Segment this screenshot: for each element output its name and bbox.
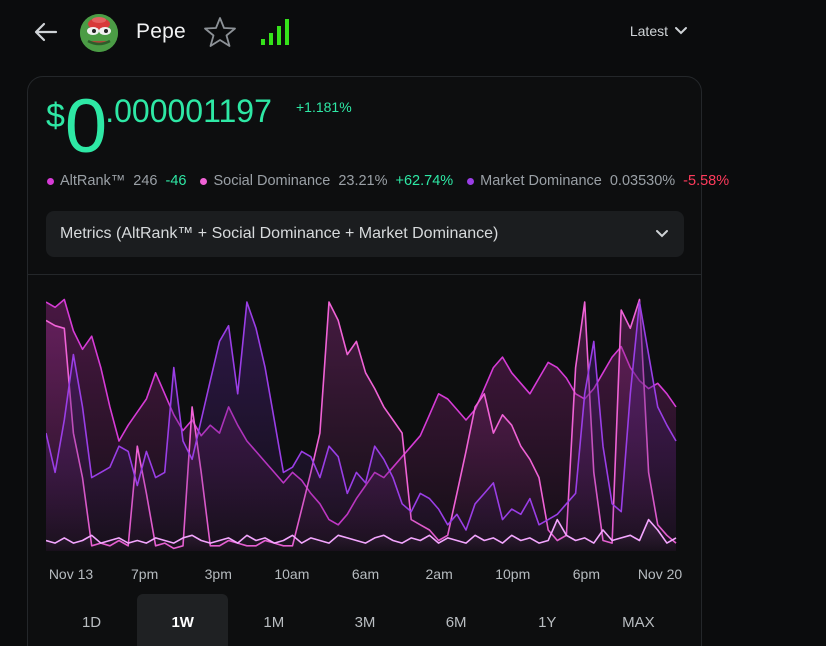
metric-change: -46 — [165, 173, 187, 189]
star-icon[interactable] — [202, 15, 238, 49]
metric-altrank: AltRank™ 246 -46 — [47, 173, 186, 189]
metric-label: Market Dominance — [480, 173, 602, 189]
metric-value: 0.03530% — [609, 173, 676, 189]
pepe-logo — [80, 14, 118, 52]
range-tab-3m[interactable]: 3M — [354, 613, 376, 631]
price-display: $ 0 .000001197 — [46, 89, 272, 165]
metrics-dropdown[interactable]: Metrics (AltRank™ + Social Dominance + M… — [46, 211, 684, 257]
series-line-market-dominance — [46, 301, 677, 531]
divider — [28, 274, 701, 275]
metrics-chart — [46, 298, 677, 551]
range-tab-max[interactable]: MAX — [622, 613, 655, 631]
price-integer: 0 — [64, 84, 107, 169]
signal-bars-icon — [259, 17, 289, 47]
x-tick-label: 7pm — [131, 566, 159, 582]
metric-value: 23.21% — [338, 173, 388, 189]
x-axis-labels: Nov 13 7pm 3pm 10am 6am 2am 10pm 6pm Nov 20 — [28, 566, 701, 586]
range-tab-6m[interactable]: 6M — [445, 613, 467, 631]
x-tick-label: 3pm — [204, 566, 232, 582]
time-range-select[interactable]: Latest — [630, 23, 688, 39]
series-line-extra — [46, 518, 677, 544]
series-area-extra — [46, 519, 676, 551]
series-area-social-dominance — [46, 299, 676, 551]
metric-market-dominance: Market Dominance 0.03530% -5.58% — [467, 173, 729, 189]
chevron-down-icon — [675, 27, 687, 35]
metric-value: 246 — [133, 173, 158, 189]
back-arrow-icon[interactable] — [30, 18, 60, 46]
metric-change: +62.74% — [395, 173, 454, 189]
range-tab-1y[interactable]: 1Y — [538, 613, 557, 631]
chevron-down-icon — [656, 230, 668, 238]
range-tab-1d[interactable]: 1D — [81, 613, 102, 631]
x-tick-label: 6am — [351, 566, 380, 582]
metric-social-dominance: Social Dominance 23.21% +62.74% — [200, 173, 453, 189]
price-currency: $ — [46, 97, 65, 135]
coin-card: $ 0 .000001197 +1.181% AltRank™ 246 -46 … — [27, 76, 729, 646]
metric-label: Social Dominance — [213, 173, 331, 189]
x-tick-label: 10am — [274, 566, 310, 582]
altrank-dot — [47, 177, 54, 185]
x-tick-label: Nov 13 — [48, 566, 94, 582]
time-range-label: Latest — [629, 23, 668, 39]
x-tick-label: 10pm — [495, 566, 531, 582]
series-area-market-dominance — [46, 302, 676, 551]
coin-name: Pepe — [136, 20, 186, 43]
x-tick-label: 6pm — [572, 566, 600, 582]
range-tab-1w[interactable]: 1W — [137, 594, 229, 646]
metric-label: AltRank™ — [60, 173, 126, 189]
social-dominance-dot — [200, 177, 208, 185]
market-dominance-dot — [467, 177, 475, 185]
metric-change: -5.58% — [683, 173, 730, 189]
x-tick-label: Nov 20 — [637, 566, 683, 582]
metrics-summary: AltRank™ 246 -46 Social Dominance 23.21%… — [47, 173, 817, 189]
price-decimals: .000001197 — [105, 93, 272, 129]
range-tabs: 1D 1W 1M 3M 6M 1Y MAX — [46, 594, 684, 646]
price-change: +1.181% — [296, 99, 352, 115]
x-tick-label: 2am — [425, 566, 453, 582]
top-bar: Pepe Latest — [0, 0, 826, 66]
range-tab-1m[interactable]: 1M — [263, 613, 285, 631]
metrics-dropdown-label: Metrics (AltRank™ + Social Dominance + M… — [60, 225, 499, 242]
